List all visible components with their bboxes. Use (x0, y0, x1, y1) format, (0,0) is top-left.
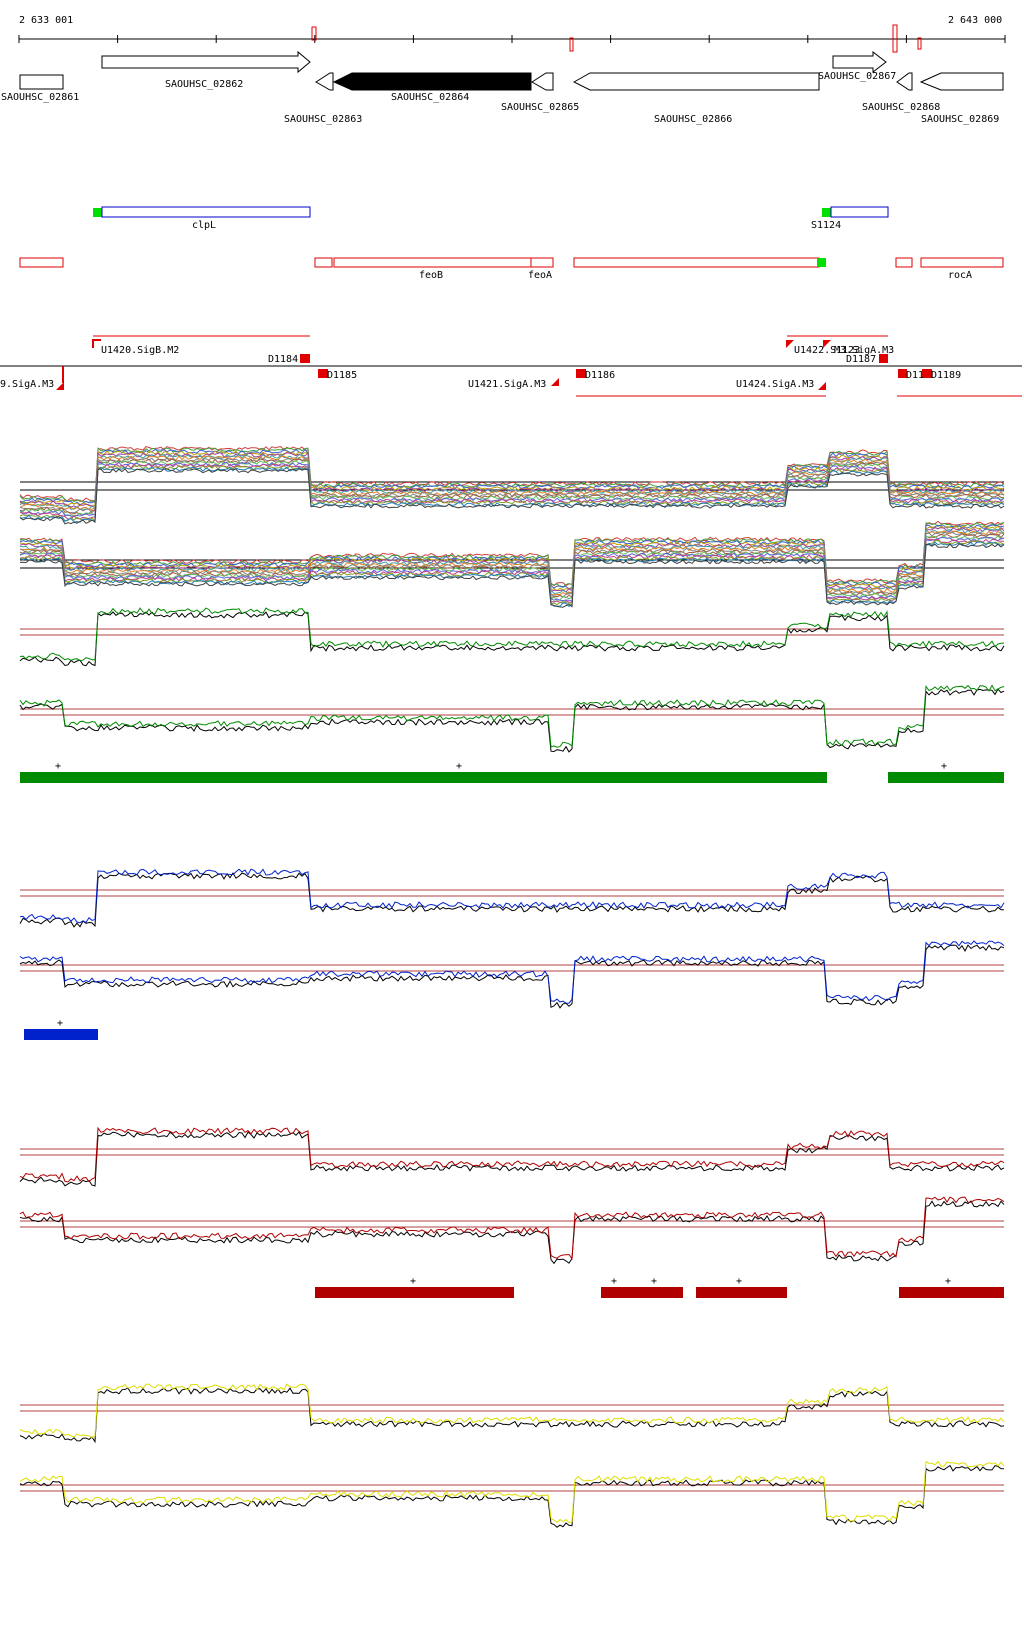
red-segment[interactable] (899, 1287, 1004, 1298)
regulatory-label: D1186 (585, 370, 615, 381)
gene-saouhsc-02862[interactable]: SAOUHSC_02862 (101, 50, 311, 90)
segment-mark: + (57, 1018, 63, 1029)
green-expression-track (19, 607, 1005, 753)
feature-label: rocA (948, 270, 972, 281)
red-segment[interactable] (696, 1287, 787, 1298)
feature-box[interactable] (895, 257, 913, 268)
ruler-ticks (18, 35, 1006, 43)
blue-feature-track: clpL S1124 (93, 206, 889, 231)
regulatory-label: D1184 (268, 354, 298, 365)
blue-segment[interactable] (24, 1029, 98, 1040)
gene-label: SAOUHSC_02865 (501, 102, 579, 113)
red-feature-track: feoB feoA rocA (19, 257, 1004, 281)
regulatory-label: D1187 (846, 354, 876, 365)
d1186-marker (576, 369, 586, 378)
segment-mark: + (651, 1276, 657, 1287)
yellow-expression-track (19, 1383, 1005, 1528)
d11-marker (898, 369, 907, 378)
gene-saouhsc-02868[interactable]: SAOUHSC_02868 (862, 72, 940, 113)
feature-roca[interactable] (920, 257, 1004, 268)
feature-box[interactable] (314, 257, 333, 268)
feature-clpl[interactable] (101, 206, 311, 218)
segment-mark: + (611, 1276, 617, 1287)
gene-saouhsc-02869[interactable]: SAOUHSC_02869 (919, 72, 1004, 125)
regulatory-label: M3.SigA.M3 (834, 345, 894, 356)
ruler-start-label: 2 633 001 (19, 15, 73, 26)
ruler-end-label: 2 643 000 (948, 15, 1002, 26)
green-segment-track: + + + (20, 761, 1004, 783)
gene-label: SAOUHSC_02864 (391, 92, 469, 103)
red-segment[interactable] (315, 1287, 514, 1298)
red-expression-track (19, 1126, 1005, 1265)
feature-label: feoB (419, 270, 443, 281)
feature-box[interactable] (573, 257, 820, 268)
blue-expression-track (19, 868, 1005, 1009)
d1189-marker (922, 369, 932, 378)
d1187-marker (879, 354, 888, 363)
regulatory-label: D1189 (931, 370, 961, 381)
feature-s1124[interactable] (830, 206, 889, 218)
segment-mark: + (456, 761, 462, 772)
feature-feoa[interactable] (530, 257, 554, 268)
regulatory-label: U1421.SigA.M3 (468, 379, 546, 390)
feature-label: feoA (528, 270, 552, 281)
tss-marker (93, 208, 102, 217)
green-segment[interactable] (888, 772, 1004, 783)
gene-label: SAOUHSC_02862 (165, 79, 243, 90)
multi-condition-expression-track (19, 445, 1005, 608)
d1185-marker (318, 369, 328, 378)
feature-label: clpL (192, 220, 216, 231)
red-segment-track: + + + + + (315, 1276, 1004, 1298)
regulatory-label: D1185 (327, 370, 357, 381)
gene-track: SAOUHSC_02861 SAOUHSC_02862 SAOUHSC_0286… (1, 50, 1004, 125)
gene-label: SAOUHSC_02866 (654, 114, 732, 125)
gene-saouhsc-02867[interactable]: SAOUHSC_02867 (818, 50, 896, 82)
segment-mark: + (410, 1276, 416, 1287)
gene-label: SAOUHSC_02867 (818, 71, 896, 82)
regulatory-label: U1424.SigA.M3 (736, 379, 814, 390)
gene-saouhsc-02866[interactable]: SAOUHSC_02866 (572, 72, 820, 125)
red-segment[interactable] (601, 1287, 683, 1298)
gene-saouhsc-02863[interactable]: SAOUHSC_02863 (284, 72, 362, 125)
feature-feob[interactable] (333, 257, 532, 268)
blue-segment-track: + (24, 1018, 98, 1040)
gene-saouhsc-02861[interactable]: SAOUHSC_02861 (1, 74, 79, 103)
segment-mark: + (945, 1276, 951, 1287)
segment-mark: + (736, 1276, 742, 1287)
gene-label: SAOUHSC_02868 (862, 102, 940, 113)
coordinate-ruler: 2 633 001 2 643 000 (18, 15, 1006, 53)
regulatory-label: D11 (906, 370, 924, 381)
feature-box[interactable] (19, 257, 64, 268)
regulatory-label: U1422.S1123 (794, 345, 860, 356)
regulatory-label: U1420.SigB.M2 (101, 345, 179, 356)
gene-label: SAOUHSC_02861 (1, 92, 79, 103)
segment-mark: + (941, 761, 947, 772)
gene-saouhsc-02864[interactable]: SAOUHSC_02864 (332, 72, 532, 103)
regulatory-label: 9.SigA.M3 (0, 379, 54, 390)
gene-label: SAOUHSC_02863 (284, 114, 362, 125)
green-segment[interactable] (20, 772, 827, 783)
d1184-marker (300, 354, 310, 363)
gene-saouhsc-02865[interactable]: SAOUHSC_02865 (501, 72, 579, 113)
tss-marker (817, 258, 826, 267)
feature-label: S1124 (811, 220, 841, 231)
tss-marker (822, 208, 831, 217)
gene-label: SAOUHSC_02869 (921, 114, 999, 125)
regulatory-track: U1420.SigB.M2 D1184 D1185 9.SigA.M3 U142… (0, 335, 1022, 397)
segment-mark: + (55, 761, 61, 772)
